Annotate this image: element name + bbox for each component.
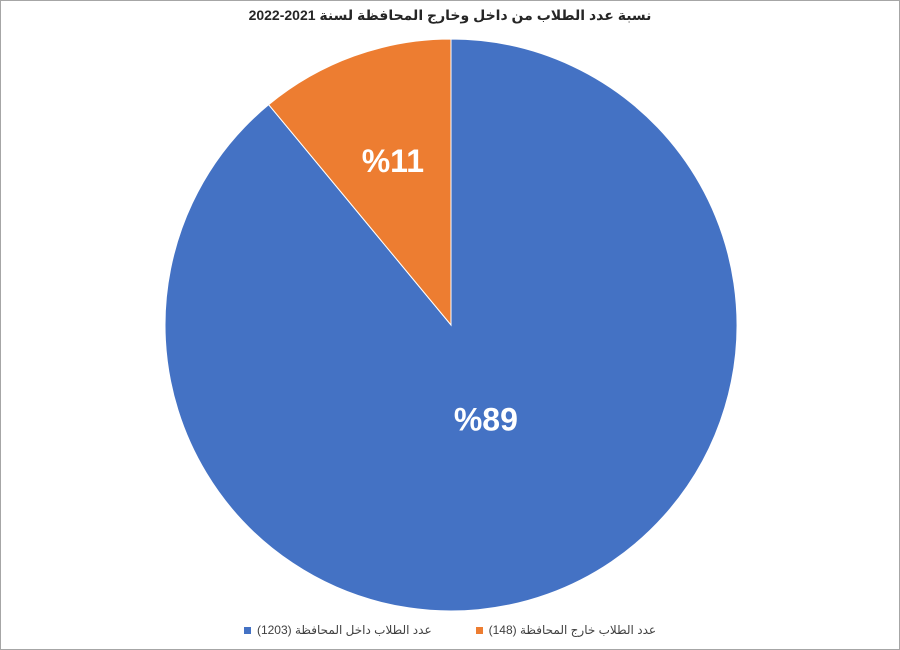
chart-title: نسبة عدد الطلاب من داخل وخارج المحافظة ل… (248, 7, 652, 23)
legend-label: عدد الطلاب خارج المحافظة (148) (488, 623, 657, 637)
legend-label: عدد الطلاب داخل المحافظة (1203) (256, 623, 432, 637)
legend-item: عدد الطلاب داخل المحافظة (1203) (243, 623, 432, 637)
value-label: %11 (362, 143, 424, 179)
legend: عدد الطلاب داخل المحافظة (1203) عدد الطلا… (1, 623, 899, 637)
legend-item: عدد الطلاب خارج المحافظة (148) (475, 623, 657, 637)
pie-slice (267, 38, 452, 327)
value-label: %89 (454, 401, 518, 437)
legend-swatch (475, 626, 483, 634)
legend-swatch (243, 626, 251, 634)
